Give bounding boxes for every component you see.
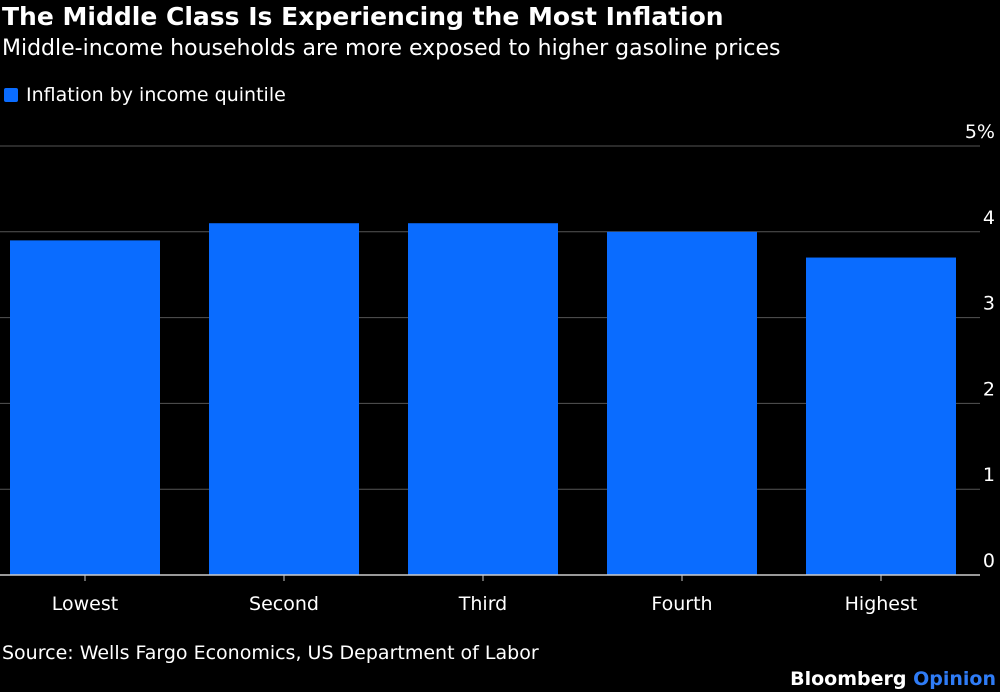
chart-title: The Middle Class Is Experiencing the Mos… <box>2 2 724 31</box>
x-tick-label: Highest <box>845 593 918 615</box>
brand-main: Bloomberg <box>790 668 907 690</box>
x-tick-label: Third <box>458 593 507 615</box>
brand-logo: Bloomberg Opinion <box>790 666 996 692</box>
source-note: Source: Wells Fargo Economics, US Depart… <box>2 642 539 664</box>
bar <box>209 223 359 575</box>
y-tick-label: 0 <box>983 550 995 572</box>
x-tick-label: Second <box>249 593 319 615</box>
legend-swatch <box>4 88 18 102</box>
x-tick-label: Fourth <box>651 593 712 615</box>
y-tick-label: 5% <box>965 121 995 143</box>
bar <box>806 257 956 575</box>
y-tick-label: 3 <box>983 293 995 315</box>
y-tick-label: 2 <box>983 378 995 400</box>
chart-subtitle: Middle-income households are more expose… <box>2 36 781 61</box>
bar <box>408 223 558 575</box>
bar <box>607 231 757 576</box>
bar <box>10 240 160 575</box>
x-tick-label: Lowest <box>52 593 118 615</box>
brand-accent: Opinion <box>913 668 996 690</box>
legend: Inflation by income quintile <box>4 82 286 108</box>
y-tick-label: 1 <box>983 464 995 486</box>
legend-label: Inflation by income quintile <box>26 84 286 106</box>
y-tick-label: 4 <box>983 207 995 229</box>
